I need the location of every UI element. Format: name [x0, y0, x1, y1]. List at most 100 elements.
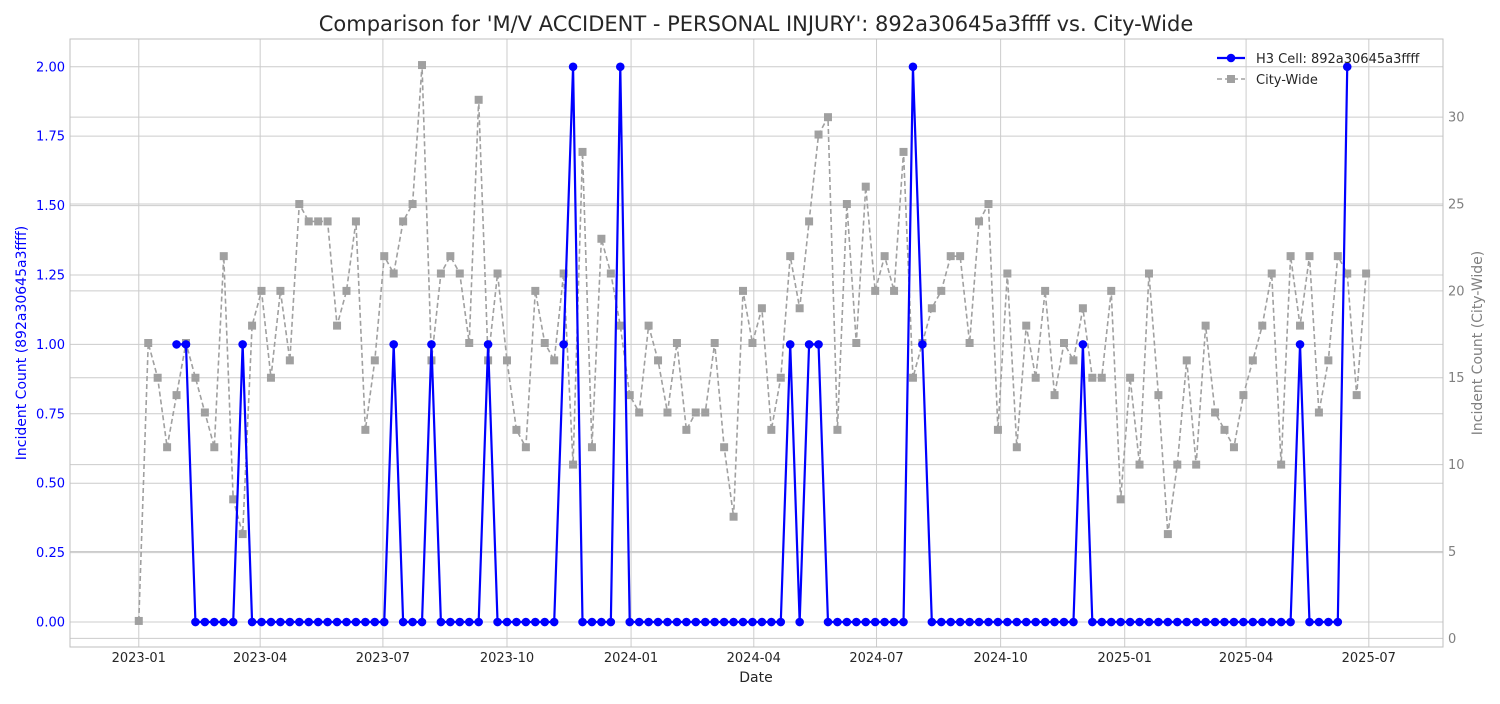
citywide-data-point: [1173, 460, 1182, 469]
h3-data-point: [710, 617, 719, 627]
h3-data-point: [285, 617, 295, 627]
citywide-data-point: [1003, 269, 1012, 278]
citywide-data-point: [1239, 391, 1248, 400]
x-tick-label: 2023-10: [480, 651, 534, 666]
h3-data-point: [294, 617, 304, 627]
h3-data-point: [568, 62, 578, 72]
h3-data-point: [247, 617, 257, 627]
citywide-data-point: [1277, 460, 1286, 469]
citywide-data-point: [606, 269, 615, 278]
h3-data-point: [1229, 617, 1239, 627]
h3-data-point: [1201, 617, 1210, 627]
legend-h3-label: H3 Cell: 892a30645a3ffff: [1256, 52, 1420, 67]
citywide-data-point: [1154, 391, 1163, 400]
h3-data-point: [880, 617, 889, 627]
x-tick-label: 2024-04: [727, 651, 781, 666]
citywide-data-point: [1343, 269, 1352, 278]
citywide-data-point: [710, 339, 719, 347]
citywide-data-point: [446, 252, 455, 261]
citywide-data-point: [1050, 391, 1059, 400]
y-tick-label-right: 20: [1448, 284, 1465, 299]
citywide-data-point: [1286, 252, 1295, 261]
h3-data-point: [210, 617, 219, 627]
citywide-data-point: [635, 408, 644, 417]
citywide-data-point: [890, 286, 899, 295]
citywide-data-point: [323, 217, 332, 226]
h3-data-point: [653, 617, 663, 627]
y-tick-label-left: 1.00: [36, 338, 65, 353]
citywide-data-point: [663, 408, 672, 417]
h3-data-point: [1239, 617, 1248, 627]
h3-data-point: [1050, 617, 1059, 627]
gridlines: [70, 39, 1443, 647]
h3-data-point: [1003, 617, 1012, 627]
x-tick-label: 2025-01: [1098, 651, 1152, 666]
h3-data-point: [682, 617, 691, 627]
citywide-data-point: [1135, 460, 1144, 469]
h3-data-point: [1305, 617, 1314, 627]
h3-data-point: [1220, 617, 1229, 627]
legend-h3-marker: [1226, 53, 1236, 63]
citywide-data-point: [672, 339, 681, 347]
citywide-data-point: [625, 391, 634, 400]
h3-data-point: [823, 617, 833, 627]
h3-data-point: [1333, 617, 1343, 627]
citywide-data-point: [965, 339, 974, 347]
citywide-data-point: [578, 147, 587, 156]
h3-data-point: [1163, 617, 1173, 627]
citywide-data-point: [654, 356, 663, 365]
h3-data-point: [738, 617, 748, 627]
h3-data-point: [323, 617, 332, 627]
citywide-data-point: [172, 391, 181, 400]
citywide-data-point: [899, 147, 908, 156]
chart-legend: H3 Cell: 892a30645a3ffff City-Wide: [1217, 52, 1420, 88]
citywide-data-point: [927, 304, 936, 313]
citywide-data-point: [229, 495, 238, 504]
citywide-data-point: [238, 530, 247, 539]
citywide-data-point: [1211, 408, 1220, 417]
h3-data-point: [1154, 617, 1163, 627]
h3-data-point: [634, 617, 644, 627]
y-tick-label-right: 10: [1448, 458, 1465, 473]
citywide-data-point: [757, 304, 766, 313]
h3-data-point: [870, 617, 880, 627]
h3-data-point: [974, 617, 984, 627]
h3-data-point: [1276, 617, 1286, 627]
citywide-data-point: [1267, 269, 1276, 278]
citywide-data-point: [984, 200, 993, 209]
h3-data-point: [842, 617, 852, 627]
x-tick-label: 2023-04: [233, 651, 287, 666]
h3-data-point: [200, 617, 210, 627]
y-tick-label-left: 0.75: [36, 407, 65, 422]
citywide-data-point: [389, 269, 398, 278]
citywide-series-line: [137, 65, 1367, 621]
h3-data-point: [1088, 617, 1097, 627]
citywide-data-point: [975, 217, 984, 226]
h3-data-point: [700, 617, 710, 627]
citywide-data-point: [842, 200, 851, 209]
h3-data-point: [918, 340, 927, 349]
h3-data-point: [1267, 617, 1277, 627]
y-axis-right-label: Incident Count (City-Wide): [1470, 251, 1486, 435]
h3-data-point: [332, 617, 342, 627]
citywide-data-point: [1012, 443, 1021, 452]
h3-data-point: [814, 340, 823, 349]
h3-data-point: [1135, 617, 1144, 627]
h3-data-point: [1040, 617, 1050, 627]
citywide-data-point: [861, 182, 870, 191]
citywide-data-point: [616, 321, 625, 330]
h3-data-point: [927, 617, 937, 627]
h3-data-point: [531, 617, 540, 627]
h3-data-point: [1314, 617, 1324, 627]
h3-data-point: [795, 617, 804, 627]
h3-data-point: [521, 617, 531, 627]
h3-data-point: [1031, 617, 1040, 627]
citywide-data-point: [1333, 252, 1342, 261]
h3-data-point: [276, 617, 285, 627]
h3-data-point: [889, 617, 899, 627]
citywide-data-point: [691, 408, 700, 417]
citywide-data-point: [521, 443, 530, 452]
h3-data-point: [1125, 617, 1135, 627]
h3-data-point: [767, 617, 776, 627]
